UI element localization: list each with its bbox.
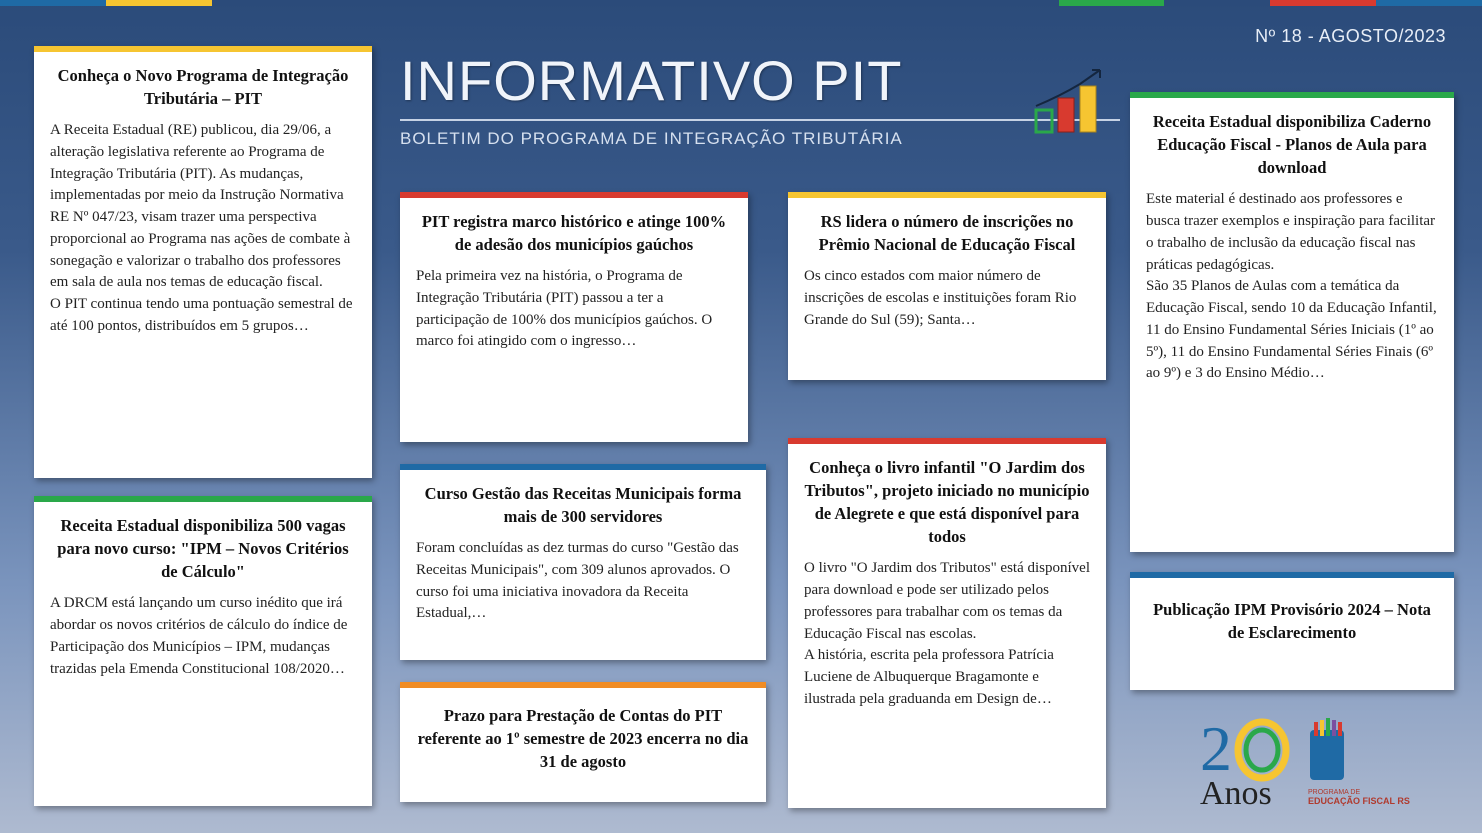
card-body: O livro "O Jardim dos Tributos" está dis… <box>804 558 1090 710</box>
card-accent <box>34 496 372 502</box>
card-body: Os cinco estados com maior número de ins… <box>804 266 1090 331</box>
masthead-subtitle: BOLETIM DO PROGRAMA DE INTEGRAÇÃO TRIBUT… <box>400 129 1120 149</box>
card-body: A DRCM está lançando um curso inédito qu… <box>50 593 356 680</box>
card-title: Receita Estadual disponibiliza Caderno E… <box>1146 110 1438 179</box>
card-title: PIT registra marco histórico e atinge 10… <box>416 210 732 256</box>
card-body: Foram concluídas as dez turmas do curso … <box>416 538 750 625</box>
card-curso-ipm: Receita Estadual disponibiliza 500 vagas… <box>34 496 372 806</box>
card-jardim-tributos: Conheça o livro infantil "O Jardim dos T… <box>788 438 1106 808</box>
card-prazo-contas: Prazo para Prestação de Contas do PIT re… <box>400 682 766 802</box>
card-title: RS lidera o número de inscrições no Prêm… <box>804 210 1090 256</box>
card-ipm-provisorio: Publicação IPM Provisório 2024 – Nota de… <box>1130 572 1454 690</box>
svg-text:2: 2 <box>1200 713 1232 784</box>
card-accent <box>1130 572 1454 578</box>
card-title: Curso Gestão das Receitas Municipais for… <box>416 482 750 528</box>
masthead-title: INFORMATIVO PIT <box>400 48 1120 121</box>
card-accent <box>788 438 1106 444</box>
card-caderno-educacao: Receita Estadual disponibiliza Caderno E… <box>1130 92 1454 552</box>
card-title: Prazo para Prestação de Contas do PIT re… <box>416 704 750 773</box>
card-body: Este material é destinado aos professore… <box>1146 189 1438 385</box>
logo-20-anos: 2 Anos PROGRAMA DE EDUCAÇÃO FISCAL RS <box>1200 712 1440 812</box>
masthead: INFORMATIVO PIT BOLETIM DO PROGRAMA DE I… <box>400 48 1120 149</box>
svg-text:Anos: Anos <box>1200 775 1272 812</box>
barchart-icon <box>1030 66 1114 147</box>
card-rs-inscricoes: RS lidera o número de inscrições no Prêm… <box>788 192 1106 380</box>
card-body: A Receita Estadual (RE) publicou, dia 29… <box>50 120 356 338</box>
card-title: Publicação IPM Provisório 2024 – Nota de… <box>1146 598 1438 644</box>
issue-number: Nº 18 - AGOSTO/2023 <box>1255 26 1446 47</box>
card-accent <box>1130 92 1454 98</box>
card-novo-programa-pit: Conheça o Novo Programa de Integração Tr… <box>34 46 372 478</box>
card-title: Receita Estadual disponibiliza 500 vagas… <box>50 514 356 583</box>
card-accent <box>400 682 766 688</box>
card-accent <box>400 192 748 198</box>
card-body: Pela primeira vez na história, o Program… <box>416 266 732 353</box>
card-marco-historico: PIT registra marco histórico e atinge 10… <box>400 192 748 442</box>
card-accent <box>34 46 372 52</box>
card-curso-receitas: Curso Gestão das Receitas Municipais for… <box>400 464 766 660</box>
svg-text:PROGRAMA DE: PROGRAMA DE <box>1308 789 1360 796</box>
card-title: Conheça o Novo Programa de Integração Tr… <box>50 64 356 110</box>
svg-text:EDUCAÇÃO FISCAL RS: EDUCAÇÃO FISCAL RS <box>1308 796 1410 806</box>
card-accent <box>788 192 1106 198</box>
card-title: Conheça o livro infantil "O Jardim dos T… <box>804 456 1090 548</box>
card-accent <box>400 464 766 470</box>
